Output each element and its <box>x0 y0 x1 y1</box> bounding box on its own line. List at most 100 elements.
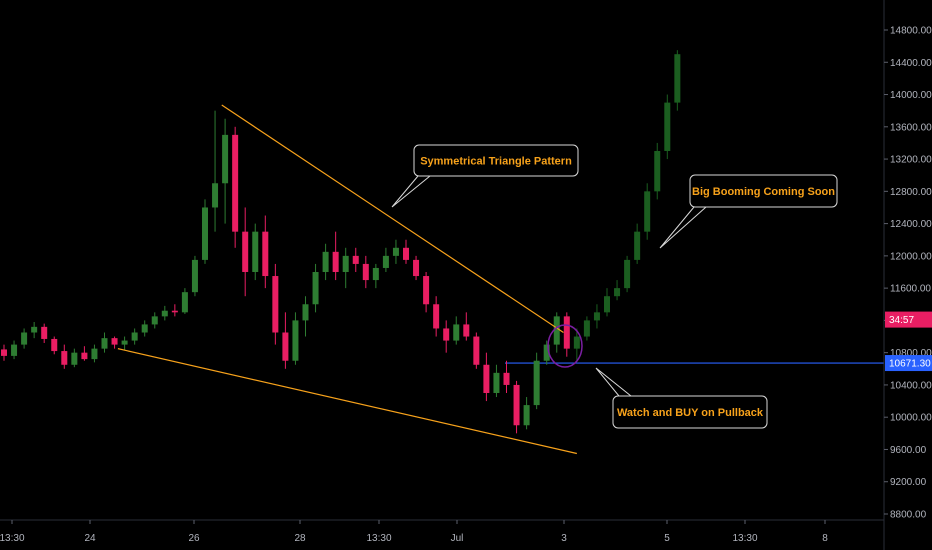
candle-body <box>634 231 641 260</box>
y-tick-label: 12400.00 <box>890 219 932 230</box>
candle-body <box>101 338 108 349</box>
candle <box>232 126 239 248</box>
candle-body <box>523 405 530 426</box>
candle <box>101 332 108 353</box>
callout-text: Big Booming Coming Soon <box>692 186 835 198</box>
candle <box>151 312 158 329</box>
candle-body <box>21 332 28 345</box>
candle-body <box>262 231 269 277</box>
callout-pointer <box>391 175 431 208</box>
candle-body <box>91 348 98 360</box>
trendline-upper <box>221 104 564 333</box>
candle <box>382 247 389 272</box>
candle <box>473 332 480 369</box>
candle-body <box>11 344 18 356</box>
candle-body <box>31 326 38 333</box>
candle-body <box>332 251 339 272</box>
candle-body <box>342 255 349 272</box>
candle-body <box>292 320 299 361</box>
x-tick-label: 8 <box>822 533 828 544</box>
candle-body <box>312 272 319 305</box>
candle-body <box>202 207 208 260</box>
candle <box>322 243 329 281</box>
trendlines <box>117 104 577 455</box>
candle <box>644 183 651 240</box>
candle <box>573 328 580 361</box>
y-tick-label: 13200.00 <box>890 155 932 166</box>
candle <box>61 344 68 369</box>
candle-body <box>423 276 430 305</box>
y-tick-label: 12800.00 <box>890 187 932 198</box>
price-tag: 10671.30 <box>885 355 932 372</box>
candle-body <box>121 340 128 345</box>
time-axis[interactable]: 13:30 24 26 28 13:30 Jul 3 5 13:30 8 <box>0 519 884 544</box>
candle-body <box>302 304 309 321</box>
candle-body <box>443 328 450 341</box>
candle-body <box>543 344 550 361</box>
x-tick-label: 13:30 <box>0 533 25 544</box>
callout-text: Watch and BUY on Pullback <box>617 407 764 419</box>
y-tick-label: 13600.00 <box>890 122 932 133</box>
candle-body <box>533 360 540 406</box>
callout-text: Symmetrical Triangle Pattern <box>420 156 572 168</box>
candle-body <box>71 352 78 365</box>
price-tag-label: 10671.30 <box>889 359 931 370</box>
annotation-callout: Watch and BUY on Pullback <box>595 367 768 429</box>
price-tag-label: 34:57 <box>889 315 914 326</box>
candle <box>352 247 359 272</box>
candle <box>292 312 299 365</box>
x-tick-label: Jul <box>451 533 464 544</box>
x-tick-label: 13:30 <box>732 533 757 544</box>
candle-body <box>413 259 420 277</box>
candle <box>171 304 178 317</box>
candle-body <box>171 310 178 313</box>
candle-body <box>392 247 399 256</box>
candle <box>191 255 198 297</box>
candle <box>533 352 540 410</box>
candle-body <box>463 324 470 337</box>
candle-body <box>242 231 249 272</box>
candle <box>634 223 641 264</box>
candle-body <box>272 276 279 333</box>
candle <box>392 239 399 264</box>
candle <box>312 263 319 313</box>
candle <box>362 255 369 289</box>
candle <box>202 199 208 264</box>
candle-body <box>674 54 681 103</box>
candle-body <box>282 332 289 361</box>
y-tick-label: 9600.00 <box>890 445 927 456</box>
candle-body <box>563 316 570 349</box>
circle-marker <box>547 324 583 368</box>
candle <box>282 312 289 369</box>
candle-body <box>212 183 219 208</box>
candle <box>433 296 440 337</box>
candle <box>262 215 269 289</box>
candle-body <box>41 326 48 339</box>
candle <box>1 344 7 361</box>
annotation-callout: Big Booming Coming Soon <box>659 174 838 249</box>
price-tag: 34:57 <box>885 311 932 328</box>
candle <box>71 348 78 368</box>
candle <box>664 94 671 160</box>
candle <box>302 296 309 337</box>
candle <box>403 239 409 264</box>
candle <box>342 247 349 289</box>
candle-body <box>593 312 600 321</box>
candle-body <box>141 324 148 333</box>
candle-body <box>573 336 580 349</box>
candle <box>503 360 510 393</box>
candle <box>141 320 148 337</box>
candle-body <box>493 372 500 393</box>
candle <box>583 316 590 341</box>
candle-body <box>362 263 369 281</box>
candle-body <box>151 316 158 325</box>
candle <box>463 312 470 341</box>
candle-body <box>131 332 138 341</box>
candle <box>91 344 98 363</box>
price-axis[interactable]: 8800.00 9200.00 9600.00 10000.00 10400.00 108… <box>883 0 932 550</box>
candle <box>443 320 450 353</box>
candle <box>614 280 621 301</box>
candle <box>81 346 88 361</box>
candle-body <box>453 324 460 341</box>
